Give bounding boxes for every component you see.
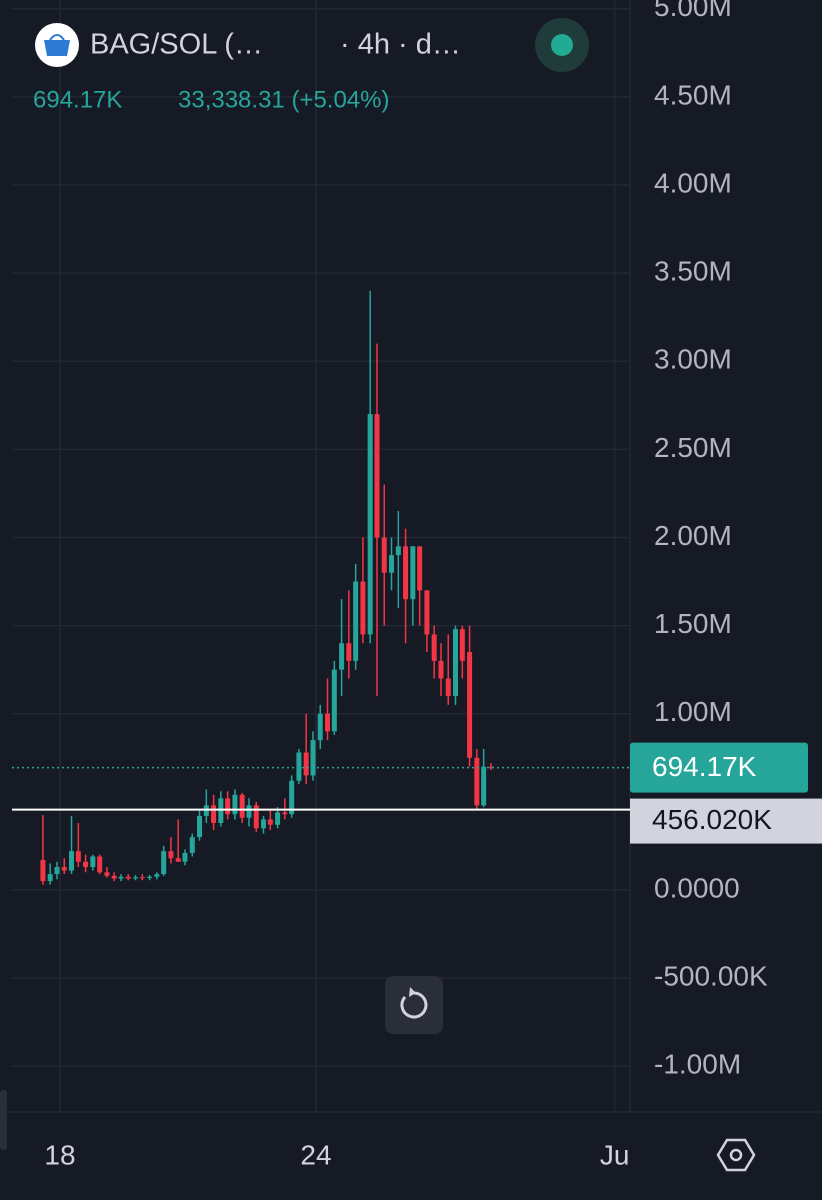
candle-body (296, 752, 302, 781)
candle-body (410, 546, 416, 600)
last-price-label: 694.17K (652, 751, 757, 782)
candle-body (47, 874, 53, 882)
candle-body (353, 581, 359, 661)
candle-body (261, 819, 267, 829)
candle-body (367, 414, 373, 635)
candle-body (374, 414, 380, 538)
candle-body (467, 652, 473, 758)
candle-body (339, 643, 345, 670)
candle-body (239, 794, 245, 818)
candle-body (83, 861, 89, 868)
candle-body (40, 859, 46, 882)
last-price-box (630, 742, 808, 793)
candle-body (389, 555, 395, 573)
marked-level-box (630, 798, 822, 844)
candle-body (175, 858, 181, 862)
candle-body (289, 780, 295, 815)
plot (40, 290, 494, 885)
candle-body (111, 875, 117, 879)
candle-body (197, 815, 203, 838)
candle-body (317, 713, 323, 741)
y-tick-label: 4.50M (654, 79, 732, 110)
candle-body (61, 867, 67, 871)
candle-body (225, 798, 231, 815)
y-tick-label: 0.0000 (654, 872, 740, 903)
y-tick-label: 1.00M (654, 696, 732, 727)
symbol: BAG/SOL (… (90, 29, 263, 61)
candle-body (417, 546, 423, 591)
status-dot (551, 34, 573, 56)
candle-body (147, 876, 153, 878)
candle-body (75, 851, 81, 862)
candle-body (424, 590, 430, 635)
side-handle[interactable] (0, 1090, 7, 1150)
candle-body (481, 766, 487, 806)
candle-body (488, 766, 494, 768)
candle-body (232, 794, 238, 815)
candle-body (445, 678, 451, 697)
candle-body (431, 634, 437, 661)
candle-body (403, 546, 409, 600)
x-tick-label: 18 (44, 1139, 75, 1170)
y-tick-label: 5.00M (654, 0, 732, 22)
candle-body (189, 837, 195, 853)
marked-level-label: 456.020K (652, 804, 772, 835)
candle-body (253, 805, 259, 829)
candle-body (395, 546, 401, 556)
y-tick-label: 2.00M (654, 520, 732, 551)
y-tick-label: 4.00M (654, 167, 732, 198)
candle-body (438, 660, 444, 679)
candle-body (104, 872, 110, 876)
reset-button[interactable] (385, 976, 443, 1034)
candle-body (54, 867, 60, 875)
candle-body (275, 812, 281, 825)
y-tick-label: 2.50M (654, 432, 732, 463)
price-change: 33,338.31 (+5.04%) (178, 86, 390, 113)
y-tick-label: -500.00K (654, 960, 768, 991)
x-tick-label: Ju (600, 1139, 630, 1170)
candle-body (161, 851, 167, 875)
candle-body (218, 798, 224, 823)
candle-body (90, 856, 96, 868)
candle-body (474, 757, 480, 806)
last-price-header: 694.17K (33, 86, 122, 113)
candle-body (303, 752, 309, 776)
y-tick-label: 3.00M (654, 344, 732, 375)
candle-body (97, 856, 103, 873)
candle-body (168, 851, 174, 859)
candle-body (133, 877, 139, 879)
candle-body (381, 537, 387, 573)
candle-body (211, 805, 217, 823)
x-tick-label: 24 (300, 1139, 331, 1170)
grid (12, 0, 630, 1112)
candle-body (139, 877, 145, 879)
candle-body (453, 629, 459, 697)
candle-body (310, 740, 316, 776)
candle-body (69, 851, 75, 871)
interval: · 4h · d… (340, 29, 461, 61)
candle-body (360, 581, 366, 635)
y-tick-label: 1.50M (654, 608, 732, 639)
candle-body (182, 852, 188, 862)
candle-body (125, 876, 131, 879)
candle-body (118, 876, 124, 879)
candle-body (154, 874, 160, 877)
candle-body (346, 643, 352, 661)
candle-body (331, 669, 337, 732)
candle-body (203, 805, 209, 816)
y-tick-label: 3.50M (654, 256, 732, 287)
y-tick-label: -1.00M (654, 1049, 741, 1080)
candle-body (325, 713, 331, 732)
candle-body (267, 819, 273, 825)
candle-body (282, 812, 288, 815)
candle-body (459, 629, 465, 661)
settings-button[interactable] (716, 1138, 756, 1172)
symbol-icon (35, 23, 79, 67)
candle-body (246, 805, 252, 818)
